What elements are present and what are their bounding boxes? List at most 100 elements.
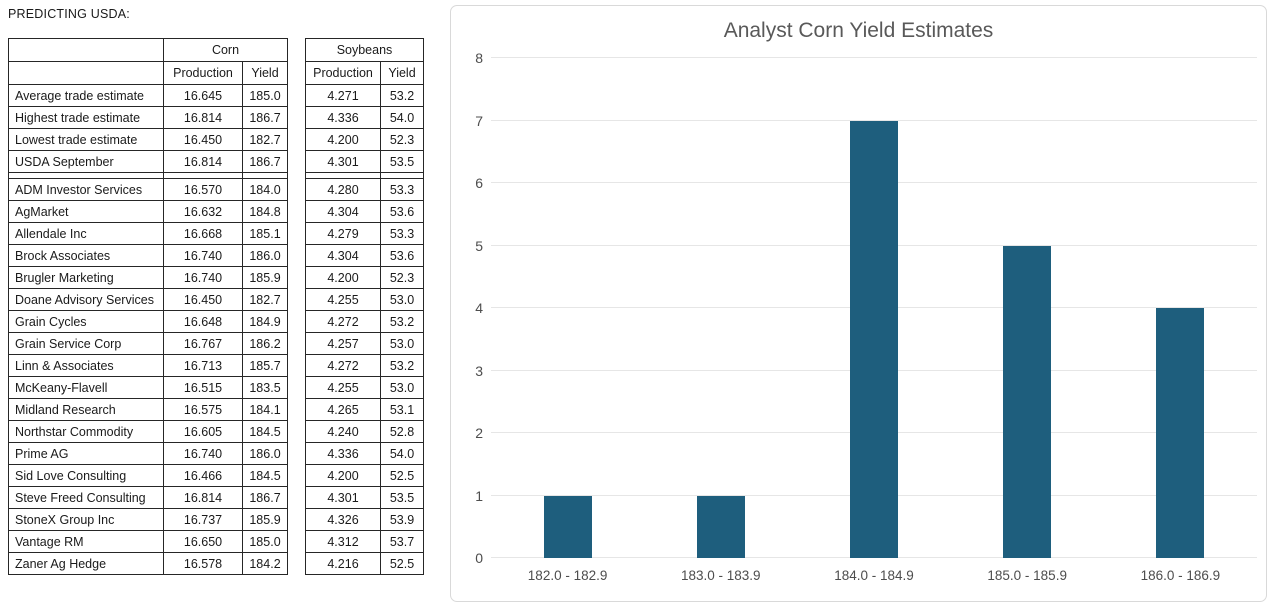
- value-cell: 16.645: [163, 84, 243, 107]
- table-row: Linn & Associates 16.713 185.7 4.272 53.2: [8, 354, 424, 377]
- value-cell: 4.257: [305, 332, 381, 355]
- analyst-name-cell: Doane Advisory Services: [8, 288, 164, 311]
- bar: [849, 120, 898, 558]
- table-row: USDA September 16.814 186.7 4.301 53.5: [8, 150, 424, 173]
- table-row: Lowest trade estimate 16.450 182.7 4.200 52.…: [8, 128, 424, 151]
- value-cell: 16.450: [163, 128, 243, 151]
- gap-cell: [287, 398, 306, 421]
- analyst-name-cell: Lowest trade estimate: [8, 128, 164, 151]
- analyst-name-cell: McKeany-Flavell: [8, 376, 164, 399]
- table-row: Midland Research 16.575 184.1 4.265 53.1: [8, 398, 424, 421]
- corner-cell: [8, 61, 164, 85]
- gap-cell: [287, 552, 306, 575]
- table-row: Prime AG 16.740 186.0 4.336 54.0: [8, 442, 424, 465]
- table-row: AgMarket 16.632 184.8 4.304 53.6: [8, 200, 424, 223]
- value-cell: 4.216: [305, 552, 381, 575]
- value-cell: 16.814: [163, 106, 243, 129]
- table-row: Allendale Inc 16.668 185.1 4.279 53.3: [8, 222, 424, 245]
- x-tick-label: 182.0 - 182.9: [527, 568, 608, 583]
- gap-cell: [287, 266, 306, 289]
- value-cell: 53.0: [380, 288, 424, 311]
- value-cell: 184.8: [242, 200, 288, 223]
- gridline: [491, 57, 1257, 58]
- value-cell: 16.605: [163, 420, 243, 443]
- value-cell: 16.713: [163, 354, 243, 377]
- value-cell: 4.301: [305, 486, 381, 509]
- gap-cell: [287, 178, 306, 201]
- value-cell: 54.0: [380, 106, 424, 129]
- value-cell: 4.304: [305, 244, 381, 267]
- analyst-name-cell: Zaner Ag Hedge: [8, 552, 164, 575]
- value-cell: 16.466: [163, 464, 243, 487]
- value-cell: 53.2: [380, 354, 424, 377]
- gap-cell: [287, 310, 306, 333]
- y-tick-label: 4: [475, 300, 483, 316]
- gap-cell: [287, 61, 306, 85]
- x-tick-label: 184.0 - 184.9: [834, 568, 914, 583]
- table-row: StoneX Group Inc 16.737 185.9 4.326 53.9: [8, 508, 424, 531]
- value-cell: 16.814: [163, 150, 243, 173]
- analyst-name-cell: Brugler Marketing: [8, 266, 164, 289]
- value-cell: 16.648: [163, 310, 243, 333]
- value-cell: 4.265: [305, 398, 381, 421]
- gridline: [491, 119, 1257, 121]
- value-cell: 4.200: [305, 464, 381, 487]
- analyst-name-cell: Sid Love Consulting: [8, 464, 164, 487]
- value-cell: 16.515: [163, 376, 243, 399]
- value-cell: 53.3: [380, 178, 424, 201]
- gap-cell: [287, 486, 306, 509]
- bar: [543, 495, 592, 558]
- value-cell: 186.7: [242, 106, 288, 129]
- value-cell: 4.271: [305, 84, 381, 107]
- table-row: McKeany-Flavell 16.515 183.5 4.255 53.0: [8, 376, 424, 399]
- x-tick-label: 186.0 - 186.9: [1140, 568, 1221, 583]
- table-row: Doane Advisory Services 16.450 182.7 4.255 5…: [8, 288, 424, 311]
- value-cell: 4.336: [305, 442, 381, 465]
- gap-cell: [287, 420, 306, 443]
- soy-production-header: Production: [305, 61, 381, 85]
- gap-cell: [287, 128, 306, 151]
- gap-cell: [287, 106, 306, 129]
- bar-slot: [951, 58, 1104, 558]
- table-row: Grain Service Corp 16.767 186.2 4.257 53.0: [8, 332, 424, 355]
- analyst-name-cell: Allendale Inc: [8, 222, 164, 245]
- analyst-name-cell: AgMarket: [8, 200, 164, 223]
- value-cell: 52.8: [380, 420, 424, 443]
- bar-slot: [797, 58, 950, 558]
- analyst-name-cell: Linn & Associates: [8, 354, 164, 377]
- analyst-name-cell: Midland Research: [8, 398, 164, 421]
- analyst-name-cell: ADM Investor Services: [8, 178, 164, 201]
- value-cell: 186.7: [242, 486, 288, 509]
- gap-cell: [287, 222, 306, 245]
- value-cell: 185.0: [242, 530, 288, 553]
- table-row: Northstar Commodity 16.605 184.5 4.240 52.8: [8, 420, 424, 443]
- value-cell: 16.570: [163, 178, 243, 201]
- value-cell: 4.312: [305, 530, 381, 553]
- value-cell: 4.240: [305, 420, 381, 443]
- x-tick-label: 183.0 - 183.9: [680, 568, 761, 583]
- value-cell: 185.9: [242, 266, 288, 289]
- value-cell: 16.767: [163, 332, 243, 355]
- value-cell: 16.632: [163, 200, 243, 223]
- value-cell: 16.450: [163, 288, 243, 311]
- table-group-header-row: Corn Soybeans: [8, 38, 424, 62]
- value-cell: 185.1: [242, 222, 288, 245]
- y-tick-label: 6: [475, 175, 483, 191]
- gap-cell: [287, 150, 306, 173]
- value-cell: 53.0: [380, 376, 424, 399]
- value-cell: 53.5: [380, 150, 424, 173]
- bar-chart: 0 1 2 3 4 5 6 7 8 182.0 - 182.9 183.0 - 183.9 184.0…: [475, 50, 1257, 583]
- y-tick-label: 5: [475, 237, 483, 254]
- gap-cell: [287, 376, 306, 399]
- gap-cell: [287, 200, 306, 223]
- value-cell: 16.737: [163, 508, 243, 531]
- value-cell: 4.272: [305, 310, 381, 333]
- value-cell: 184.1: [242, 398, 288, 421]
- gap-cell: [287, 332, 306, 355]
- table-row: ADM Investor Services 16.570 184.0 4.280 53.…: [8, 178, 424, 201]
- gap-cell: [287, 464, 306, 487]
- value-cell: 184.9: [242, 310, 288, 333]
- bar: [696, 495, 745, 558]
- analyst-name-cell: Brock Associates: [8, 244, 164, 267]
